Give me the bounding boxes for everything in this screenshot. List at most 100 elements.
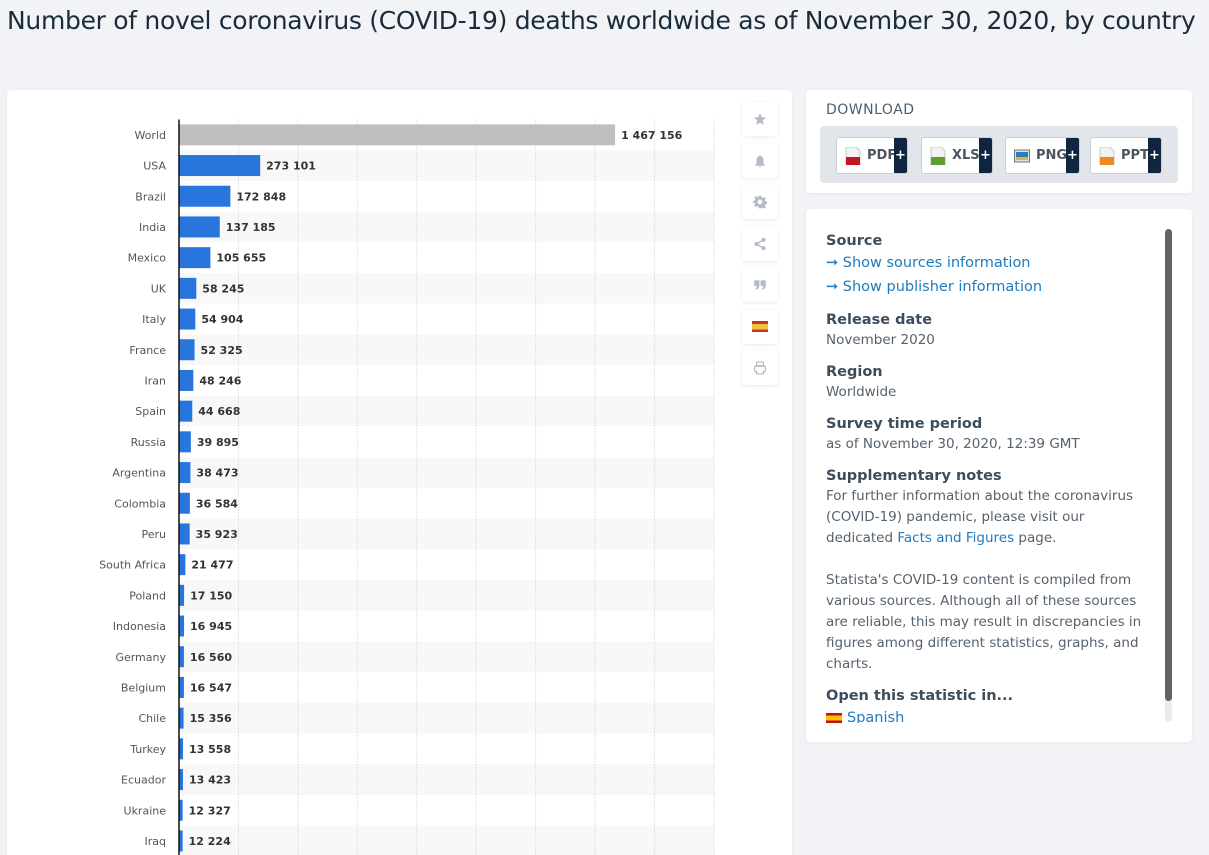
row-band <box>179 273 714 304</box>
arrow-right-icon: ➞ <box>826 255 839 271</box>
category-label: Colombia <box>114 497 166 510</box>
row-band <box>179 825 714 855</box>
value-label: 58 245 <box>202 282 244 295</box>
chart-toolbar <box>742 102 780 393</box>
category-label: Italy <box>142 313 166 326</box>
bar-germany <box>179 646 184 668</box>
category-label: Argentina <box>112 467 166 480</box>
open-in-spanish-link[interactable]: Spanish <box>826 706 1151 723</box>
category-label: Iraq <box>145 835 167 848</box>
quote-icon <box>754 280 766 290</box>
category-label: World <box>134 129 166 142</box>
download-xls-button[interactable]: XLS + <box>921 137 993 174</box>
category-label: Germany <box>115 651 166 664</box>
bar-iran <box>179 369 194 391</box>
row-band <box>179 334 714 366</box>
value-label: 105 655 <box>216 252 266 265</box>
share-button[interactable] <box>742 226 778 261</box>
bar-india <box>179 216 220 238</box>
row-band <box>179 702 714 734</box>
page-title: Number of novel coronavirus (COVID-19) d… <box>7 6 1196 35</box>
row-band <box>179 211 714 243</box>
spanish-version-button[interactable] <box>742 309 778 344</box>
supplementary-notes-p2: Statista's COVID-19 content is compiled … <box>826 572 1142 672</box>
print-button[interactable] <box>742 351 778 385</box>
download-panel: DOWNLOAD PDF + XLS + PNG + PPT + <box>806 90 1192 193</box>
info-scrollbar[interactable] <box>1165 229 1172 722</box>
spanish-flag-icon <box>826 713 842 723</box>
value-label: 1 467 156 <box>621 129 683 142</box>
category-label: Poland <box>129 589 166 602</box>
region-value: Worldwide <box>826 384 897 400</box>
bar-chile <box>179 707 184 729</box>
category-label: Belgium <box>121 681 166 694</box>
row-band <box>179 580 714 611</box>
cite-button[interactable] <box>742 268 778 302</box>
show-publisher-label: Show publisher information <box>842 279 1043 295</box>
supplementary-notes-p1: For further information about the corona… <box>826 486 1151 549</box>
category-label: Turkey <box>129 743 166 756</box>
bar-brazil <box>179 185 231 207</box>
ppt-file-icon <box>1099 146 1115 165</box>
download-options: PDF + XLS + PNG + PPT + <box>820 126 1178 183</box>
bar-peru <box>179 523 190 545</box>
value-label: 35 923 <box>196 528 238 541</box>
facts-and-figures-link[interactable]: Facts and Figures <box>897 530 1015 546</box>
download-title: DOWNLOAD <box>826 102 915 118</box>
value-label: 54 904 <box>201 313 243 326</box>
show-sources-link[interactable]: ➞ Show sources information <box>826 251 1151 275</box>
spanish-flag-icon <box>752 321 768 332</box>
bar-italy <box>179 308 196 330</box>
gear-icon <box>753 195 767 209</box>
favorite-button[interactable] <box>742 102 778 136</box>
bell-icon <box>755 154 765 167</box>
png-plus[interactable]: + <box>1066 138 1079 173</box>
category-label: Indonesia <box>113 620 166 633</box>
release-date-value: November 2020 <box>826 332 935 348</box>
notes-text-end: page. <box>1014 530 1057 546</box>
show-publisher-link[interactable]: ➞ Show publisher information <box>826 275 1151 299</box>
category-label: Ecuador <box>121 774 166 787</box>
category-label: UK <box>151 282 167 295</box>
pdf-label: PDF <box>867 148 897 163</box>
bar-belgium <box>179 676 184 698</box>
notes-text: For further information about the corona… <box>826 488 1134 546</box>
arrow-right-icon: ➞ <box>826 279 839 295</box>
star-icon <box>753 113 767 125</box>
value-label: 39 895 <box>197 436 239 449</box>
value-label: 16 560 <box>190 651 232 664</box>
source-heading: Source <box>826 233 883 249</box>
bar-chart: World 1 467 156 USA 273 101 Brazil 172 848 Ind… <box>99 119 715 855</box>
category-label: USA <box>143 160 166 173</box>
info-scroll-area: Source ➞ Show sources information ➞ Show… <box>826 231 1151 723</box>
value-label: 13 558 <box>189 743 231 756</box>
category-label: Russia <box>131 436 166 449</box>
download-pdf-button[interactable]: PDF + <box>836 137 908 174</box>
settings-button[interactable] <box>742 185 778 219</box>
value-label: 12 327 <box>189 804 231 817</box>
bar-mexico <box>179 247 211 269</box>
bar-ecuador <box>179 769 183 791</box>
row-band <box>179 764 714 795</box>
bar-russia <box>179 431 191 453</box>
region-heading: Region <box>826 364 883 380</box>
png-label: PNG <box>1036 148 1068 163</box>
bar-spain <box>179 400 193 422</box>
category-label: Mexico <box>128 252 167 265</box>
share-icon <box>754 237 766 250</box>
ppt-plus[interactable]: + <box>1148 138 1161 173</box>
info-scrollbar-thumb[interactable] <box>1165 229 1172 701</box>
bar-south-africa <box>179 554 186 576</box>
value-label: 52 325 <box>201 344 243 357</box>
value-label: 273 101 <box>266 160 316 173</box>
category-label: France <box>129 344 166 357</box>
value-label: 48 246 <box>199 374 241 387</box>
category-label: Iran <box>145 374 167 387</box>
bar-usa <box>179 155 261 177</box>
pdf-plus[interactable]: + <box>894 138 907 173</box>
ppt-label: PPT <box>1121 148 1149 163</box>
download-ppt-button[interactable]: PPT + <box>1090 137 1162 174</box>
notification-button[interactable] <box>742 143 778 178</box>
download-png-button[interactable]: PNG + <box>1005 137 1080 174</box>
xls-plus[interactable]: + <box>979 138 992 173</box>
